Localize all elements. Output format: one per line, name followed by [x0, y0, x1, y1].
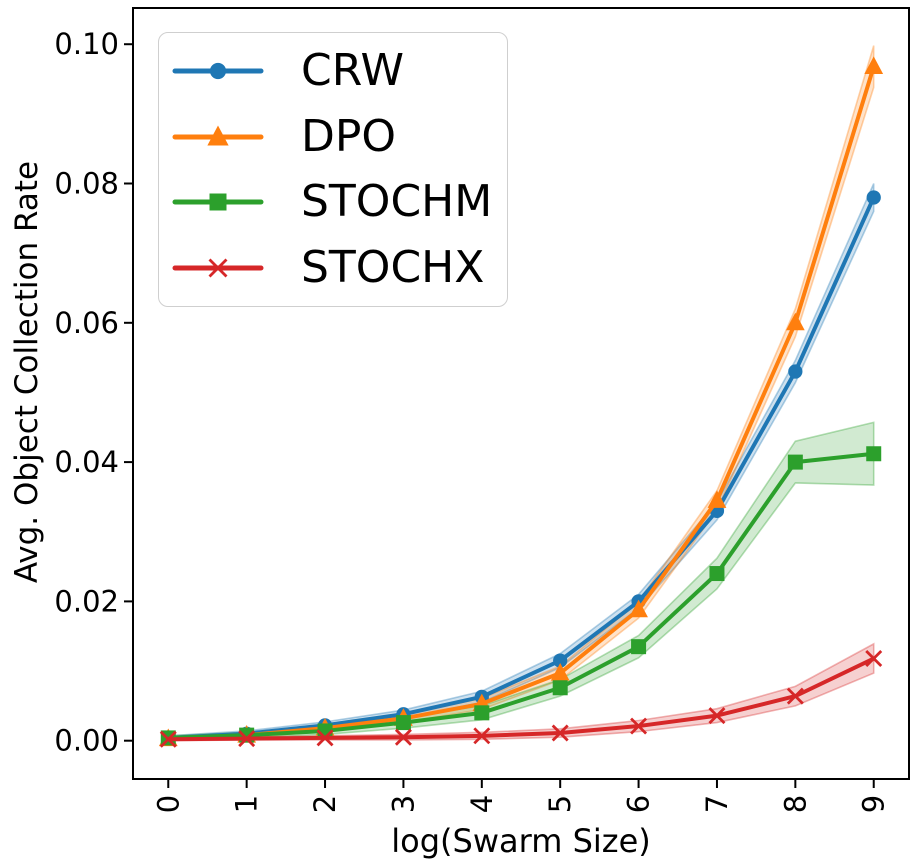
x-tick-label: 4 — [465, 795, 499, 813]
marker-dpo-x5 — [550, 663, 570, 681]
x-tick-label: 9 — [857, 795, 891, 813]
x-tick-label: 1 — [230, 795, 264, 813]
marker-dpo-x9 — [864, 56, 884, 75]
y-tick-label: 0.02 — [54, 584, 119, 618]
y-tick-label: 0.00 — [54, 724, 119, 758]
marker-dpo-x8 — [785, 312, 805, 331]
legend-label-dpo: DPO — [301, 110, 397, 162]
x-tick-label: 8 — [778, 795, 812, 813]
marker-stochm-x5 — [552, 680, 568, 696]
y-tick-label: 0.10 — [54, 27, 119, 61]
x-axis-label: log(Swarm Size) — [391, 822, 651, 860]
axes-spines — [132, 7, 910, 780]
marker-stochx-x5 — [551, 724, 569, 742]
marker-crw-x8 — [788, 364, 803, 379]
legend-label-crw: CRW — [301, 45, 405, 96]
marker-stochm-x3 — [395, 715, 411, 731]
marker-stochx-x9 — [865, 650, 883, 667]
y-tick-label: 0.04 — [54, 445, 119, 479]
legend: CRW DPO STOCHM STOCHX — [158, 32, 508, 307]
marker-stochm-x9 — [866, 446, 882, 462]
line-stochm — [166, 451, 876, 740]
marker-stochm-x7 — [709, 566, 725, 582]
marker-stochm-x8 — [787, 454, 803, 470]
x-tick-label: 5 — [543, 795, 577, 813]
x-tick-label: 2 — [308, 795, 342, 813]
marker-stochm-x4 — [474, 705, 490, 721]
confidence-band-stochm — [167, 421, 875, 741]
marker-dpo-x7 — [707, 490, 727, 508]
y-tick-label: 0.06 — [54, 306, 119, 340]
line-stochx — [166, 656, 876, 742]
marker-stochx-x7 — [708, 707, 726, 725]
legend-marker-stochx — [208, 258, 228, 278]
legend-sample-dpo — [172, 125, 264, 146]
x-tick-label: 0 — [151, 795, 185, 813]
marker-stochm-x6 — [631, 639, 647, 655]
y-tick-label: 0.08 — [54, 167, 119, 201]
line-crw — [166, 195, 876, 740]
legend-sample-stochx — [172, 258, 264, 278]
legend-sample-stochm — [172, 193, 264, 211]
y-axis-label: Avg. Object Collection Rate — [9, 160, 45, 584]
x-tick-label: 6 — [622, 795, 656, 813]
marker-crw-x5 — [553, 653, 568, 668]
marker-stochx-x8 — [786, 687, 804, 705]
legend-marker-dpo — [207, 125, 229, 146]
marker-stochx-x6 — [630, 717, 648, 735]
legend-item-crw: CRW — [171, 40, 507, 102]
marker-stochx-x0 — [159, 730, 177, 748]
legend-item-stochm: STOCHM — [171, 171, 507, 233]
legend-marker-crw — [209, 62, 227, 80]
x-tick-label: 7 — [700, 795, 734, 813]
marker-stochx-x3 — [394, 728, 412, 746]
marker-dpo-x6 — [629, 599, 648, 618]
legend-sample-crw — [172, 62, 264, 80]
legend-marker-stochm — [209, 193, 227, 211]
legend-item-stochx: STOCHX — [171, 237, 507, 299]
legend-label-stochm: STOCHM — [301, 176, 493, 228]
marker-crw-x9 — [866, 190, 881, 205]
marker-stochx-x2 — [316, 729, 334, 747]
x-tick-label: 3 — [386, 795, 420, 813]
legend-item-dpo: DPO — [171, 106, 507, 168]
legend-label-stochx: STOCHX — [301, 241, 485, 293]
marker-stochx-x1 — [238, 730, 256, 748]
marker-stochx-x4 — [473, 727, 491, 745]
